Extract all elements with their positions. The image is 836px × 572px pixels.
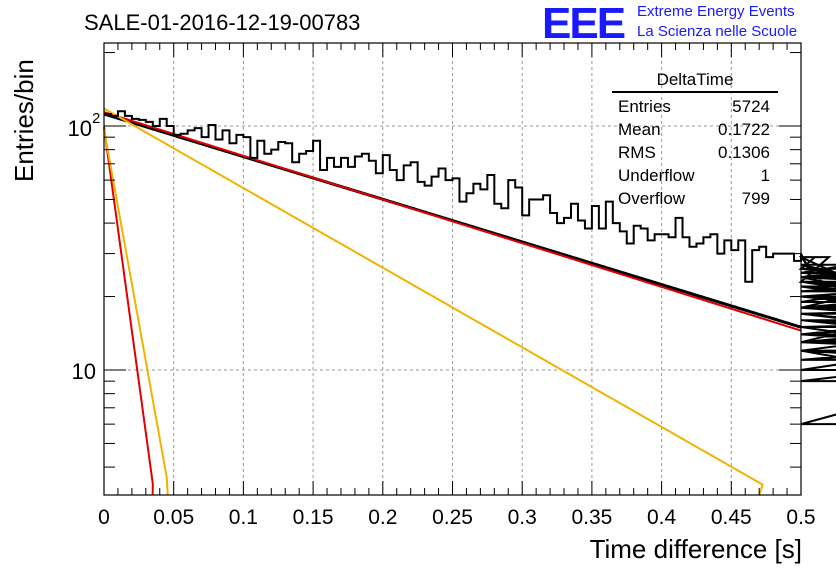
x-tick-label: 0 xyxy=(98,506,110,529)
logo-line-2: La Scienza nelle Scuole xyxy=(637,23,798,40)
fit-curve-slow-component xyxy=(103,107,764,496)
x-tick-label: 0.2 xyxy=(368,506,397,529)
stats-row: RMS 0.1306 xyxy=(612,141,778,164)
fit-curves xyxy=(103,107,802,496)
stats-label: RMS xyxy=(618,143,656,162)
stats-label: Overflow xyxy=(618,189,686,208)
stats-row: Mean 0.1722 xyxy=(612,118,778,141)
histogram-bars xyxy=(104,110,836,426)
x-tick-label: 0.15 xyxy=(293,506,334,529)
stats-value: 0.1722 xyxy=(718,120,770,139)
y-tick-exponent: 2 xyxy=(92,110,100,127)
tick-labels: 0 0.05 0.1 0.15 0.2 0.25 0.3 0.35 0.4 0.45 0.51010… xyxy=(68,110,816,529)
stats-value: 5724 xyxy=(732,97,770,116)
axis-ticks xyxy=(103,43,802,495)
stats-value: 1 xyxy=(760,166,770,185)
chart-title: SALE-01-2016-12-19-00783 xyxy=(84,10,361,35)
stats-label: Mean xyxy=(618,120,661,139)
stats-box: DeltaTime Entries 5724 Mean 0.1722 RMS 0… xyxy=(612,70,778,210)
fit-curve-fast-component xyxy=(103,126,154,496)
logo-line-1: Extreme Energy Events xyxy=(637,3,795,20)
grid xyxy=(104,43,801,495)
x-tick-label: 0.45 xyxy=(711,506,752,529)
x-axis-label: Time difference [s] xyxy=(589,534,802,564)
stats-value: 0.1306 xyxy=(718,143,770,162)
x-tick-label: 0.5 xyxy=(786,506,815,529)
fit-curve-component xyxy=(103,129,169,496)
stats-row: Entries 5724 xyxy=(612,95,778,118)
stats-row: Overflow 799 xyxy=(612,187,778,210)
stats-title: DeltaTime xyxy=(612,70,778,93)
y-axis-label: Entries/bin xyxy=(9,59,39,182)
stats-label: Entries xyxy=(618,97,671,116)
stats-row: Underflow 1 xyxy=(612,164,778,187)
x-tick-label: 0.35 xyxy=(571,506,612,529)
x-tick-label: 0.4 xyxy=(647,506,677,529)
fit-curve-fit xyxy=(103,111,802,332)
y-tick-label: 10 xyxy=(72,359,96,384)
stats-value: 799 xyxy=(741,189,770,208)
stats-label: Underflow xyxy=(618,166,695,185)
y-tick-label: 10 xyxy=(68,116,92,141)
x-tick-label: 0.05 xyxy=(153,506,194,529)
y-axis-label-box: Entries/bin xyxy=(7,59,47,212)
x-tick-label: 0.1 xyxy=(229,506,258,529)
x-tick-label: 0.25 xyxy=(432,506,473,529)
x-tick-label: 0.3 xyxy=(508,506,537,529)
eee-logo: EEE xyxy=(542,0,626,48)
